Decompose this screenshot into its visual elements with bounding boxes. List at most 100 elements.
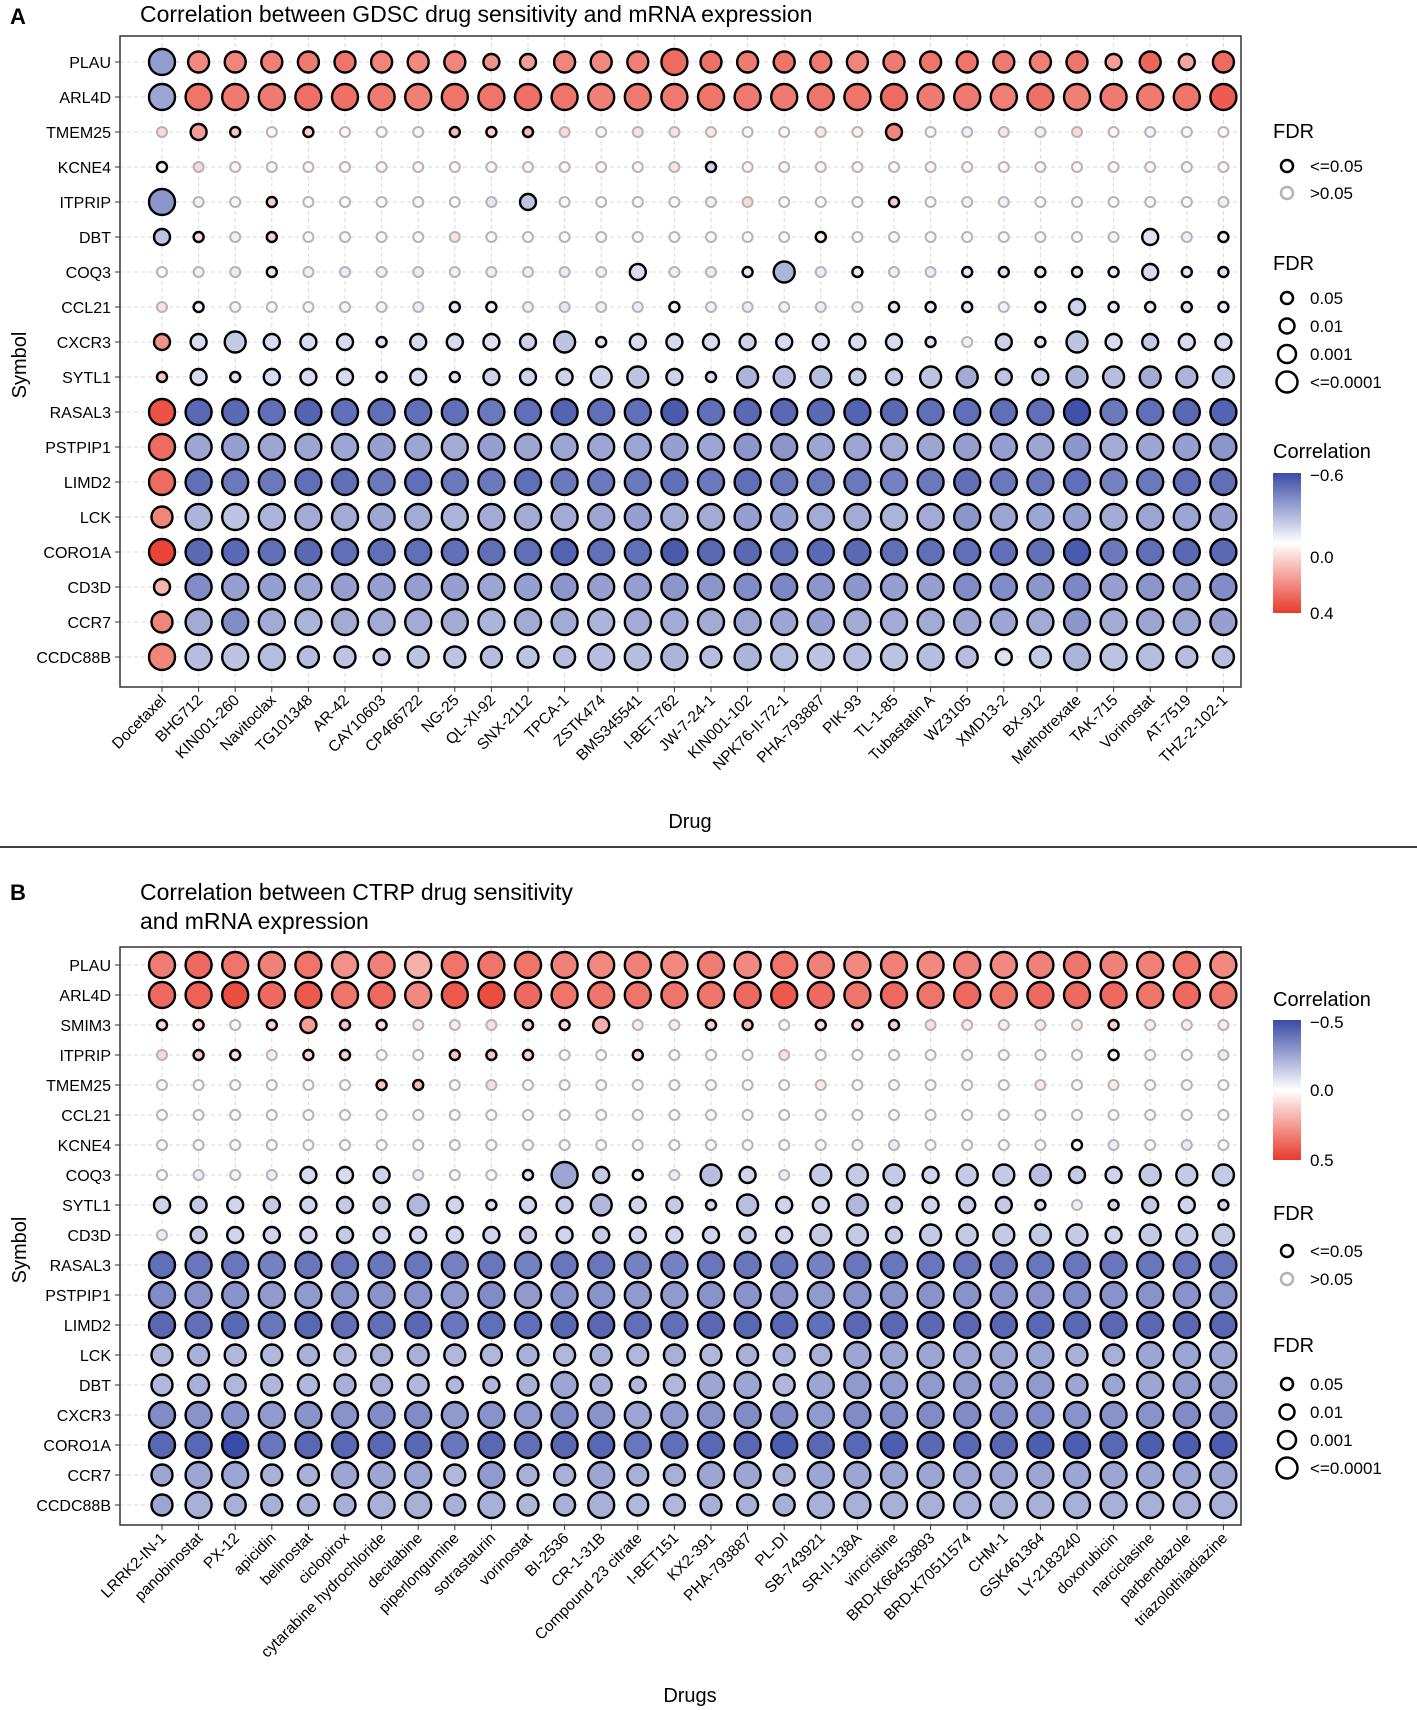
panel-a-dot-DBT-12 <box>558 231 571 243</box>
panel-b-dot-CD3D-22 <box>918 1223 943 1247</box>
panel-b-dot-COQ3-24 <box>992 1163 1016 1187</box>
panel-a-dot-LCK-5 <box>294 502 323 532</box>
panel-b-dot-ITPRIP-4 <box>265 1049 278 1061</box>
panel-b-dot-LIMD2-15 <box>660 1310 689 1340</box>
panel-b-dot-PLAU-10 <box>477 950 506 980</box>
panel-a-dot-RASAL3-9 <box>440 397 469 427</box>
panel-a-dot-KCNE4-18 <box>778 161 791 173</box>
panel-a-dot-PSTPIP1-21 <box>879 432 909 462</box>
panel-b-dot-TMEM25-4 <box>265 1079 278 1091</box>
panel-b-dot-DBT-4 <box>260 1373 284 1397</box>
panel-b-dot-LIMD2-2 <box>184 1310 213 1340</box>
panel-b-dot-SMIM3-11 <box>521 1018 535 1032</box>
panel-b-dot-CCDC88B-14 <box>626 1493 650 1517</box>
panel-a-dot-CXCR3-11 <box>518 332 538 352</box>
panel-a-dot-RASAL3-12 <box>550 397 579 427</box>
panel-b-dot-PSTPIP1-30 <box>1209 1280 1238 1310</box>
panel-b-dot-ITPRIP-29 <box>1180 1049 1193 1061</box>
panel-b-dot-CORO1A-19 <box>806 1430 835 1460</box>
panel-a-dot-PSTPIP1-27 <box>1099 432 1128 462</box>
panel-a-dot-CCR7-2 <box>184 607 213 637</box>
panel-b-dot-DBT-23 <box>953 1370 982 1400</box>
panel-b-dot-RASAL3-22 <box>916 1250 945 1280</box>
panel-a-dot-CD3D-4 <box>257 572 286 602</box>
panel-a-dot-LCK-4 <box>257 502 286 532</box>
panel-a-dot-CCR7-29 <box>1172 607 1202 637</box>
panel-a-dot-CORO1A-24 <box>989 537 1018 567</box>
panel-a-dot-CCL21-17 <box>741 301 754 313</box>
legend-b-size-2-swatch <box>1278 1403 1296 1421</box>
panel-a-dot-RASAL3-3 <box>220 397 250 427</box>
panel-a-dot-CCDC88B-6 <box>333 645 357 669</box>
panel-b-dot-TMEM25-10 <box>485 1079 498 1091</box>
panel-b-dot-ITPRIP-20 <box>851 1049 864 1061</box>
panel-b-dot-RASAL3-8 <box>404 1250 433 1280</box>
panel-b-dot-CORO1A-25 <box>1026 1430 1055 1460</box>
panel-a-dot-CD3D-27 <box>1099 572 1128 602</box>
panel-a-dot-ARL4D-13 <box>587 82 616 112</box>
panel-b-dot-LIMD2-18 <box>770 1310 799 1340</box>
panel-a-dot-RASAL3-2 <box>184 397 213 427</box>
panel-a-dot-CCR7-8 <box>404 607 433 637</box>
panel-a-dot-CXCR3-14 <box>628 332 647 352</box>
panel-b-dot-RASAL3-3 <box>220 1250 250 1280</box>
panel-a-dot-RASAL3-8 <box>404 397 433 427</box>
panel-a-dot-CCL21-26 <box>1067 297 1087 317</box>
panel-a-dot-COQ3-11 <box>522 266 534 278</box>
panel-a-dot-ARL4D-16 <box>696 82 726 112</box>
panel-b-dot-ITPRIP-17 <box>741 1049 754 1061</box>
panel-a-dot-CD3D-8 <box>404 572 433 602</box>
panel-a-dot-CORO1A-28 <box>1135 537 1165 567</box>
panel-b-dot-CCDC88B-24 <box>989 1490 1018 1520</box>
panel-b-dot-CCR7-1 <box>150 1463 174 1487</box>
panel-b-dot-CXCR3-4 <box>257 1400 286 1430</box>
panel-a-dot-CXCR3-4 <box>262 332 281 352</box>
panel-a-dot-DBT-27 <box>1107 231 1120 243</box>
panel-a-dot-COQ3-8 <box>412 266 425 278</box>
panel-b-dot-CORO1A-6 <box>330 1430 360 1460</box>
panel-b-dot-COQ3-6 <box>335 1165 355 1185</box>
panel-a-dot-RASAL3-28 <box>1135 397 1165 427</box>
panel-a-dot-CCL21-24 <box>997 301 1010 313</box>
panel-b-dot-PLAU-7 <box>367 950 396 980</box>
panel-a-dot-PLAU-10 <box>482 52 501 72</box>
panel-a-dot-KCNE4-11 <box>522 161 534 173</box>
legend-size-1-swatch <box>1279 290 1295 306</box>
legend-size-4-swatch <box>1275 370 1299 394</box>
panel-b-dot-CCL21-11 <box>522 1109 534 1121</box>
panel-b-dot-LIMD2-14 <box>623 1310 652 1340</box>
panel-a-dot-LCK-28 <box>1135 502 1165 532</box>
panel-a-dot-CD3D-1 <box>152 577 172 597</box>
panel-b-dot-LCK-26 <box>1065 1343 1089 1367</box>
panel-a-dot-CCL21-6 <box>339 301 351 313</box>
panel-a-dot-DBT-4 <box>265 230 278 244</box>
panel-a-dot-KCNE4-28 <box>1144 161 1157 173</box>
panel-a-dot-CCL21-5 <box>302 301 315 313</box>
panel-a-dot-CCDC88B-25 <box>1028 645 1053 669</box>
panel-b-dot-SYTL1-18 <box>775 1195 794 1215</box>
panel-a-dot-CCR7-5 <box>294 607 323 637</box>
panel-a-dot-CD3D-30 <box>1209 572 1238 602</box>
panel-a-dot-CXCR3-29 <box>1177 332 1197 352</box>
panel-a-dot-ITPRIP-6 <box>339 196 351 208</box>
panel-b-dot-CXCR3-8 <box>404 1400 433 1430</box>
panel-b-dot-KCNE4-27 <box>1107 1139 1120 1151</box>
panel-a-dot-LCK-24 <box>989 502 1018 532</box>
panel-a-dot-PSTPIP1-11 <box>513 432 543 462</box>
panel-b-dot-SYTL1-28 <box>1140 1195 1160 1215</box>
panel-b-dot-COQ3-11 <box>521 1168 535 1182</box>
panel-b-dot-PSTPIP1-21 <box>879 1280 909 1310</box>
panel-b-dot-CD3D-19 <box>809 1223 833 1247</box>
panel-b-dot-PSTPIP1-9 <box>440 1280 469 1310</box>
panel-b-dot-CCL21-7 <box>375 1109 388 1121</box>
panel-a-dot-RASAL3-29 <box>1172 397 1202 427</box>
panel-b-y-tick-label: RASAL3 <box>50 1258 111 1275</box>
panel-b-dot-SMIM3-23 <box>961 1019 974 1031</box>
panel-b-dot-CCR7-13 <box>587 1460 616 1490</box>
panel-b-dot-CCR7-27 <box>1099 1460 1128 1490</box>
panel-b-dot-CCR7-16 <box>696 1460 726 1490</box>
panel-b-dot-CCDC88B-23 <box>953 1490 982 1520</box>
panel-a-dot-PLAU-8 <box>406 50 430 74</box>
panel-b-dot-CXCR3-15 <box>660 1400 689 1430</box>
panel-b-dot-CCL21-20 <box>851 1109 864 1121</box>
